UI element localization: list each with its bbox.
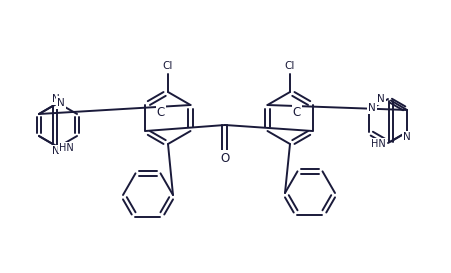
- Text: N: N: [52, 94, 60, 104]
- Text: N: N: [367, 103, 375, 113]
- Text: O: O: [220, 152, 229, 165]
- Text: N: N: [376, 93, 384, 103]
- Text: N: N: [57, 97, 65, 108]
- Text: Cl: Cl: [284, 61, 295, 71]
- Text: N: N: [402, 132, 410, 142]
- Text: C: C: [156, 105, 165, 118]
- Text: C: C: [292, 105, 300, 118]
- Text: HN: HN: [370, 138, 385, 149]
- Text: N: N: [52, 146, 60, 156]
- Text: HN: HN: [59, 143, 74, 153]
- Text: Cl: Cl: [162, 61, 173, 71]
